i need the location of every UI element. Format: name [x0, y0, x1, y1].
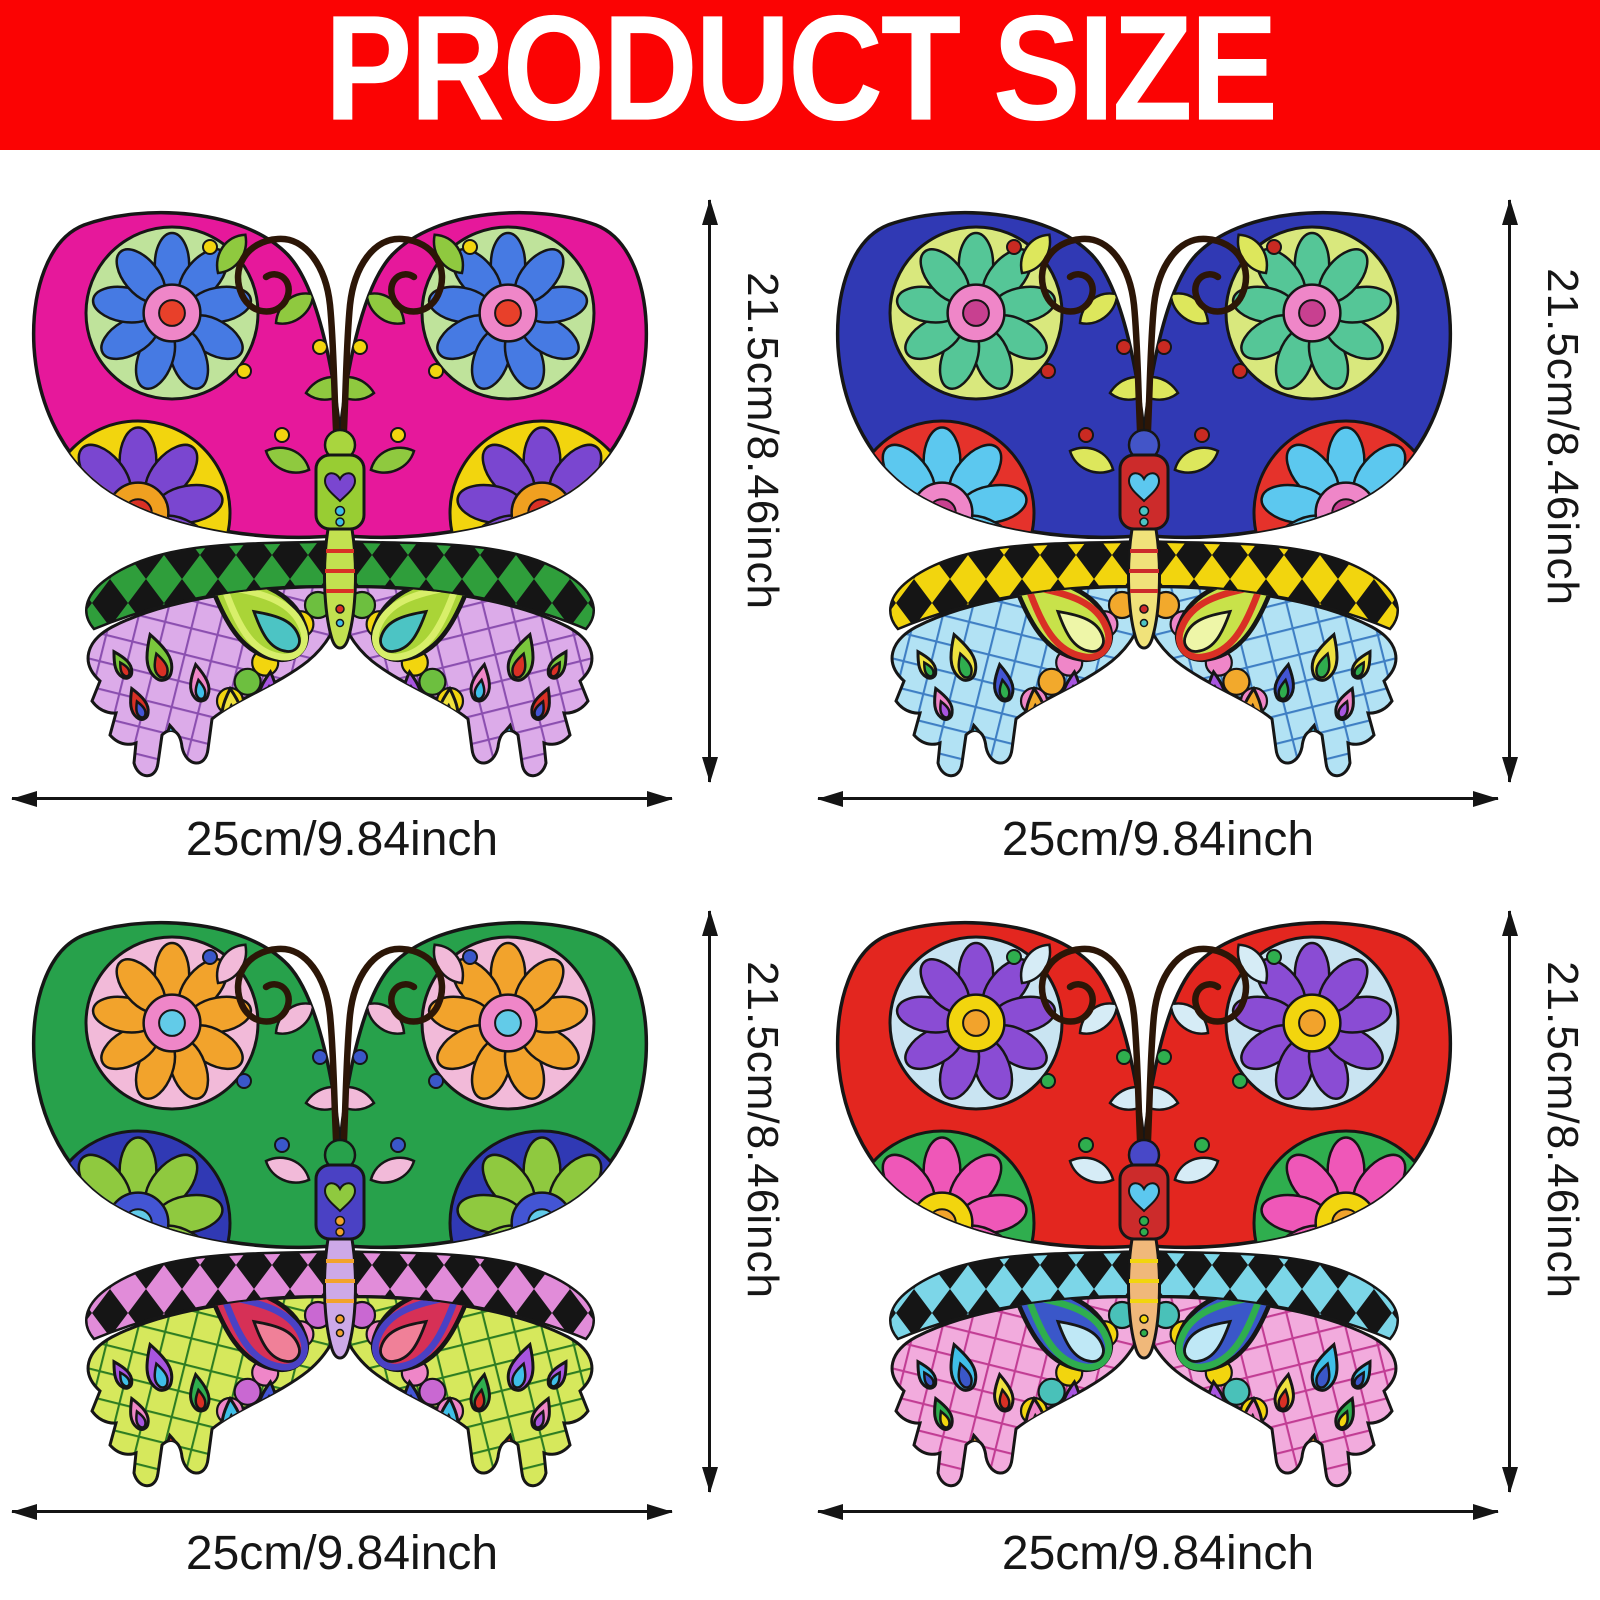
arrowhead-up-icon [702, 199, 718, 225]
height-dimension-label: 21.5cm/8.46inch [1538, 961, 1587, 1299]
arrowhead-right-icon [1473, 1504, 1499, 1520]
arrowhead-left-icon [817, 1504, 843, 1520]
arrowhead-down-icon [702, 1467, 718, 1493]
butterfly-bottom-left [18, 905, 662, 1495]
butterfly-top-right [822, 195, 1466, 785]
page-title: PRODUCT SIZE [324, 0, 1278, 152]
arrowhead-right-icon [1473, 791, 1499, 807]
height-dimension-line-bottom-left [702, 910, 718, 1493]
arrowhead-left-icon [11, 1504, 37, 1520]
height-dimension-label: 21.5cm/8.46inch [738, 961, 787, 1299]
arrowhead-down-icon [702, 757, 718, 783]
arrowhead-up-icon [1502, 910, 1518, 936]
arrowhead-up-icon [702, 910, 718, 936]
width-dimension-line-bottom-left [11, 1504, 673, 1520]
height-dimension-label: 21.5cm/8.46inch [738, 272, 787, 610]
butterfly-top-left [18, 195, 662, 785]
width-dimension-label: 25cm/9.84inch [1001, 813, 1315, 866]
width-dimension-label: 25cm/9.84inch [185, 813, 499, 866]
arrowhead-down-icon [1502, 757, 1518, 783]
arrowhead-left-icon [817, 791, 843, 807]
height-dimension-line-bottom-right [1502, 910, 1518, 1493]
arrowhead-right-icon [647, 791, 673, 807]
height-dimension-label: 21.5cm/8.46inch [1538, 268, 1587, 606]
butterfly-bottom-right [822, 905, 1466, 1495]
arrowhead-up-icon [1502, 199, 1518, 225]
height-dimension-line-top-left [702, 199, 718, 783]
arrowhead-down-icon [1502, 1467, 1518, 1493]
width-dimension-line-top-right [817, 791, 1499, 807]
width-dimension-line-bottom-right [817, 1504, 1499, 1520]
width-dimension-line-top-left [11, 791, 673, 807]
title-banner: PRODUCT SIZE [0, 0, 1600, 152]
arrowhead-left-icon [11, 791, 37, 807]
width-dimension-label: 25cm/9.84inch [185, 1527, 499, 1580]
arrowhead-right-icon [647, 1504, 673, 1520]
height-dimension-line-top-right [1502, 199, 1518, 783]
width-dimension-label: 25cm/9.84inch [1001, 1527, 1315, 1580]
